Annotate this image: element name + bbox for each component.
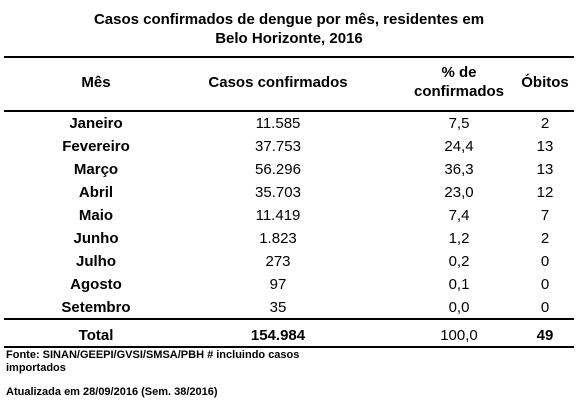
table-row: Junho 1.823 1,2 2 [0, 227, 578, 250]
updated-note: Atualizada em 28/09/2016 (Sem. 38/2016) [6, 386, 218, 398]
source-note: Fonte: SINAN/GEEPI/GVSI/SMSA/PBH # inclu… [6, 349, 366, 375]
cell-obitos: 2 [540, 230, 550, 247]
cell-casos: 97 [269, 276, 287, 293]
header-percent-line-2: confirmados [413, 83, 504, 100]
cell-mes: Janeiro [69, 115, 123, 132]
cell-obitos: 13 [536, 138, 554, 155]
cell-percent: 0,1 [448, 276, 470, 293]
cell-casos: 56.296 [255, 161, 301, 178]
cell-obitos: 12 [536, 184, 554, 201]
cell-casos: 37.753 [255, 138, 301, 155]
source-line-2: importados [6, 362, 66, 374]
table-top-rule [4, 56, 574, 58]
cell-obitos: 2 [540, 115, 550, 132]
cell-obitos: 0 [540, 276, 550, 293]
header-percent-confirmados: % de confirmados [398, 63, 520, 101]
table-row: Julho 273 0,2 0 [0, 250, 578, 273]
total-casos: 154.984 [250, 327, 306, 344]
cell-obitos: 0 [540, 253, 550, 270]
cell-percent: 23,0 [444, 184, 474, 201]
table-row: Setembro 35 0,0 0 [0, 296, 578, 319]
cell-mes: Setembro [61, 299, 131, 316]
cell-mes: Junho [73, 230, 119, 247]
header-percent-line-1: % de [441, 64, 477, 81]
total-top-rule [4, 318, 574, 320]
cell-casos: 1.823 [259, 230, 297, 247]
table-row: Março 56.296 36,3 13 [0, 158, 578, 181]
cell-mes: Maio [78, 207, 114, 224]
cell-mes: Março [73, 161, 119, 178]
cell-obitos: 13 [536, 161, 554, 178]
title-line-2: Belo Horizonte, 2016 [215, 30, 363, 47]
table-bottom-rule [4, 346, 574, 348]
total-percent: 100,0 [440, 327, 478, 344]
total-obitos: 49 [536, 327, 554, 344]
table-row: Fevereiro 37.753 24,4 13 [0, 135, 578, 158]
table-row: Agosto 97 0,1 0 [0, 273, 578, 296]
cell-percent: 24,4 [444, 138, 474, 155]
cell-percent: 7,5 [448, 115, 470, 132]
cell-obitos: 0 [540, 299, 550, 316]
cell-obitos: 7 [540, 207, 550, 224]
cell-casos: 35.703 [255, 184, 301, 201]
source-line-1: Fonte: SINAN/GEEPI/GVSI/SMSA/PBH # inclu… [6, 349, 300, 361]
cell-percent: 0,2 [448, 253, 470, 270]
cell-mes: Abril [78, 184, 114, 201]
cell-percent: 0,0 [448, 299, 470, 316]
cell-casos: 11.419 [255, 207, 301, 224]
cell-casos: 35 [269, 299, 287, 316]
header-casos-confirmados: Casos confirmados [208, 74, 348, 91]
title-line-1: Casos confirmados de dengue por mês, res… [93, 11, 485, 28]
total-label: Total [78, 327, 114, 344]
cell-mes: Julho [76, 253, 116, 270]
cell-mes: Agosto [70, 276, 122, 293]
total-row: Total 154.984 100,0 49 [0, 324, 578, 347]
table-row: Janeiro 11.585 7,5 2 [0, 112, 578, 135]
table-title: Casos confirmados de dengue por mês, res… [0, 10, 578, 48]
header-obitos: Óbitos [521, 74, 569, 91]
header-mes: Mês [81, 74, 111, 91]
header-bottom-rule [4, 110, 574, 112]
table-row: Abril 35.703 23,0 12 [0, 181, 578, 204]
cell-percent: 36,3 [444, 161, 474, 178]
cell-casos: 11.585 [255, 115, 301, 132]
cell-percent: 1,2 [448, 230, 470, 247]
table-row: Maio 11.419 7,4 7 [0, 204, 578, 227]
cell-percent: 7,4 [448, 207, 470, 224]
cell-casos: 273 [265, 253, 291, 270]
cell-mes: Fevereiro [62, 138, 130, 155]
